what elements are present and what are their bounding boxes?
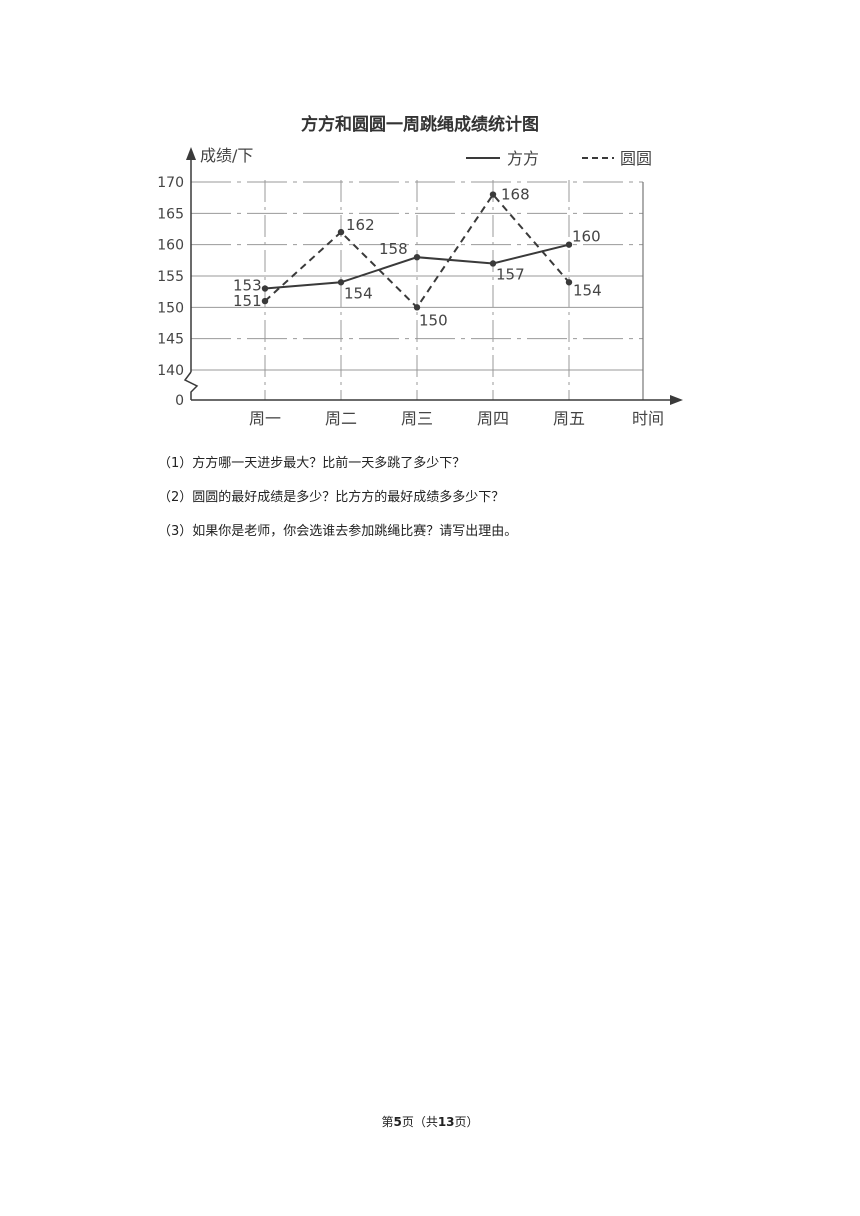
- chart-title: 方方和圆圆一周跳绳成绩统计图: [301, 114, 539, 135]
- data-label-yuanyuan: 168: [501, 186, 530, 204]
- data-point-yuanyuan: [565, 279, 573, 286]
- data-point-yuanyuan: [413, 304, 421, 311]
- series-lines: [261, 191, 573, 311]
- y-axis-break: [183, 371, 199, 400]
- data-labels: 153 154 158 157 160 151 162 150 168 154: [233, 186, 602, 330]
- y-tick-label: 170: [157, 175, 184, 191]
- data-label-fangfang: 160: [572, 228, 601, 246]
- footer-prefix: 第: [381, 1115, 394, 1129]
- y-axis-label: 成绩/下: [200, 146, 253, 165]
- data-label-yuanyuan: 151: [233, 292, 262, 310]
- y-tick-label: 160: [157, 238, 184, 254]
- data-label-yuanyuan: 150: [419, 311, 448, 329]
- data-point-fangfang: [413, 254, 421, 261]
- data-point-yuanyuan: [261, 297, 269, 305]
- data-label-fangfang: 153: [233, 277, 262, 295]
- line-chart: 方方和圆圆一周跳绳成绩统计图 0 140 145 150 155 160 165 170 周一 周…: [157, 114, 683, 428]
- legend-label-fangfang: 方方: [507, 149, 539, 168]
- axes: [183, 147, 683, 405]
- data-point-yuanyuan: [337, 228, 345, 236]
- legend: 方方 圆圆: [466, 149, 652, 168]
- legend-label-yuanyuan: 圆圆: [620, 149, 652, 168]
- footer-mid: 页（共: [401, 1115, 438, 1129]
- data-label-yuanyuan: 154: [573, 281, 602, 299]
- y-tick-label: 155: [157, 269, 184, 285]
- data-point-fangfang: [489, 260, 497, 267]
- x-axis-label: 时间: [632, 409, 664, 428]
- data-label-yuanyuan: 162: [346, 216, 375, 234]
- footer-total-pages: 13: [437, 1115, 455, 1129]
- x-tick-label: 周三: [401, 409, 433, 428]
- data-label-fangfang: 154: [344, 284, 373, 302]
- y-tick-label: 165: [157, 206, 184, 222]
- y-tick-label: 0: [175, 393, 184, 409]
- data-point-yuanyuan: [489, 191, 497, 198]
- question-1: （1）方方哪一天进步最大？比前一天多跳了多少下？: [158, 456, 466, 471]
- tick-labels: 0 140 145 150 155 160 165 170 周一 周二 周三 周四 周五 成绩/下时间: [157, 146, 664, 428]
- data-label-fangfang: 157: [496, 265, 525, 283]
- data-point-fangfang: [565, 241, 573, 248]
- y-axis-arrow: [186, 147, 196, 160]
- x-tick-label: 周一: [249, 409, 281, 428]
- footer-suffix: 页）: [454, 1115, 479, 1129]
- data-label-fangfang: 158: [379, 240, 408, 258]
- data-point-fangfang: [337, 279, 345, 286]
- x-axis-arrow: [670, 395, 683, 405]
- question-2: （2）圆圆的最好成绩是多少？比方方的最好成绩多多少下？: [158, 490, 505, 505]
- y-tick-label: 145: [157, 332, 184, 348]
- y-tick-label: 150: [157, 300, 184, 316]
- page-footer: 第5页（共13页）: [0, 1113, 860, 1130]
- y-tick-label: 140: [157, 363, 184, 379]
- data-point-fangfang: [261, 285, 269, 292]
- x-tick-label: 周五: [553, 409, 585, 428]
- x-tick-label: 周二: [325, 409, 357, 428]
- question-3: （3）如果你是老师，你会选谁去参加跳绳比赛？请写出理由。: [158, 524, 518, 539]
- x-tick-label: 周四: [477, 409, 509, 428]
- footer-page-number: 5: [393, 1115, 402, 1129]
